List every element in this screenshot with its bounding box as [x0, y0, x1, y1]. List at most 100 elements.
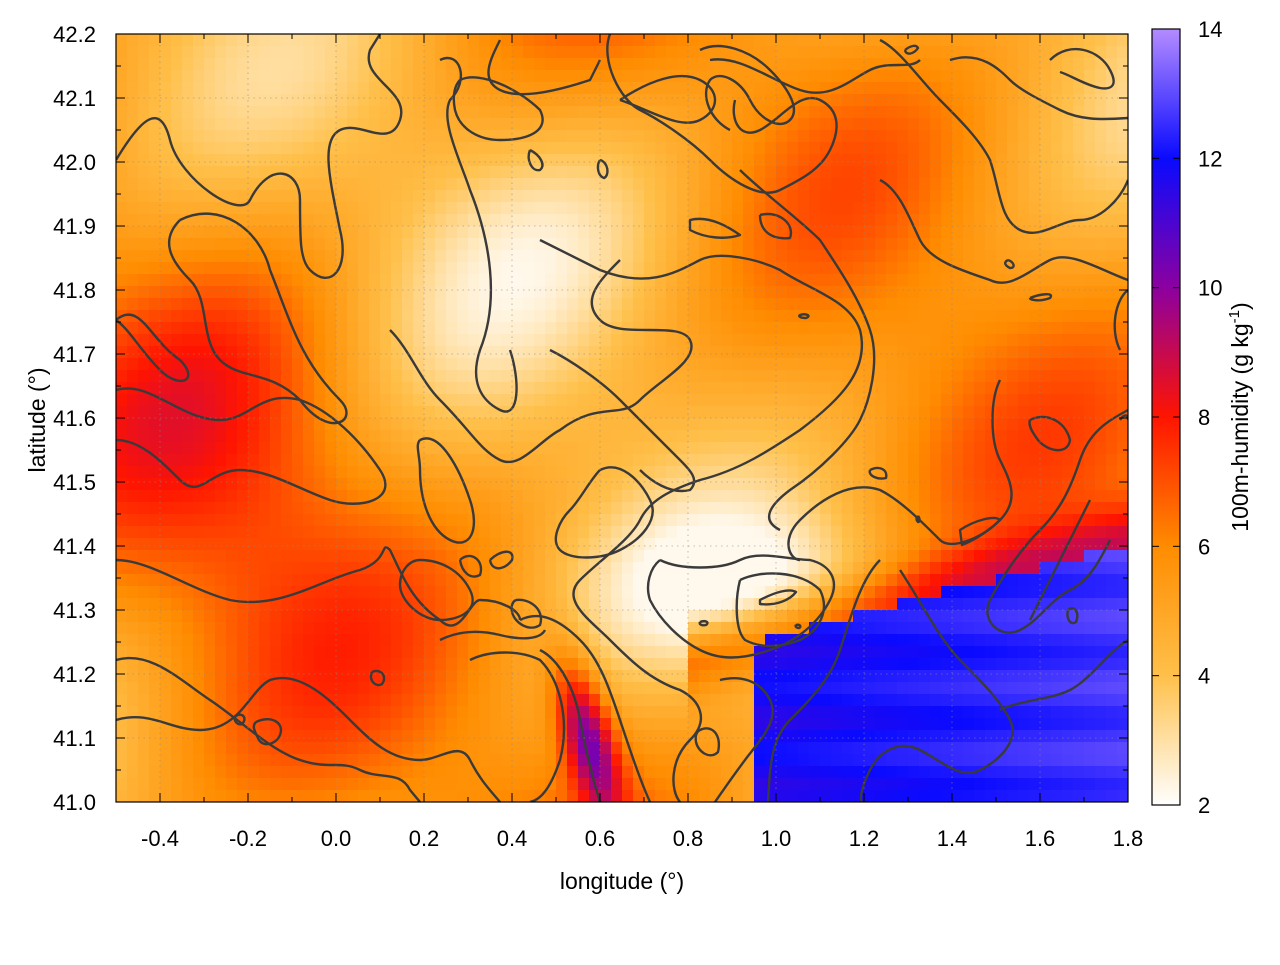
heatmap-cell [215, 202, 227, 215]
heatmap-cell [644, 214, 656, 227]
heatmap-cell [919, 214, 931, 227]
heatmap-cell [402, 166, 414, 179]
heatmap-cell [424, 94, 436, 107]
heatmap-cell [754, 586, 766, 599]
heatmap-cell [963, 82, 975, 95]
heatmap-cell [853, 286, 865, 299]
heatmap-cell [424, 610, 436, 623]
heatmap-cell [941, 334, 953, 347]
heatmap-cell [369, 478, 381, 491]
heatmap-cell [710, 562, 722, 575]
heatmap-cell [237, 118, 249, 131]
heatmap-cell [655, 358, 667, 371]
heatmap-cell [248, 118, 260, 131]
heatmap-cell [204, 58, 216, 71]
heatmap-cell [655, 286, 667, 299]
heatmap-cell [314, 550, 326, 563]
heatmap-cell [556, 286, 568, 299]
heatmap-cell [402, 622, 414, 635]
heatmap-cell [776, 46, 788, 59]
heatmap-cell [116, 670, 128, 683]
heatmap-cell [1073, 178, 1085, 191]
heatmap-cell [1062, 346, 1074, 359]
heatmap-cell [743, 526, 755, 539]
heatmap-cell [204, 46, 216, 59]
heatmap-cell [886, 586, 898, 599]
heatmap-cell [303, 286, 315, 299]
heatmap-cell [897, 418, 909, 431]
heatmap-cell [754, 142, 766, 155]
heatmap-cell [721, 154, 733, 167]
heatmap-cell [567, 142, 579, 155]
heatmap-cell [743, 106, 755, 119]
heatmap-cell [479, 202, 491, 215]
heatmap-cell [149, 646, 161, 659]
heatmap-cell [292, 94, 304, 107]
heatmap-cell [259, 418, 271, 431]
heatmap-cell [578, 226, 590, 239]
heatmap-cell [985, 442, 997, 455]
heatmap-cell [908, 562, 920, 575]
heatmap-cell [710, 322, 722, 335]
heatmap-cell [897, 214, 909, 227]
heatmap-cell [171, 526, 183, 539]
heatmap-cell [1051, 514, 1063, 527]
heatmap-cell [259, 586, 271, 599]
heatmap-cell [468, 226, 480, 239]
heatmap-cell [1040, 106, 1052, 119]
heatmap-cell [721, 586, 733, 599]
heatmap-cell [270, 382, 282, 395]
heatmap-cell [1040, 178, 1052, 191]
heatmap-cell [270, 430, 282, 443]
heatmap-cell [1029, 82, 1041, 95]
heatmap-cell [149, 154, 161, 167]
heatmap-cell [611, 634, 623, 647]
heatmap-cell [237, 70, 249, 83]
heatmap-cell [149, 610, 161, 623]
heatmap-cell [974, 262, 986, 275]
heatmap-cell [193, 34, 205, 47]
heatmap-cell [160, 202, 172, 215]
heatmap-cell [226, 430, 238, 443]
heatmap-cell [1117, 670, 1128, 683]
heatmap-cell [127, 514, 139, 527]
heatmap-cell [413, 682, 425, 695]
heatmap-cell [941, 382, 953, 395]
heatmap-cell [721, 82, 733, 95]
heatmap-cell [930, 598, 942, 611]
heatmap-cell [919, 106, 931, 119]
heatmap-cell [479, 286, 491, 299]
heatmap-cell [1073, 262, 1085, 275]
heatmap-cell [1040, 58, 1052, 71]
heatmap-cell [875, 106, 887, 119]
heatmap-cell [215, 238, 227, 251]
heatmap-cell [446, 478, 458, 491]
heatmap-cell [490, 226, 502, 239]
heatmap-cell [512, 382, 524, 395]
heatmap-cell [1051, 58, 1063, 71]
heatmap-cell [292, 550, 304, 563]
heatmap-cell [1073, 502, 1085, 515]
heatmap-cell [512, 478, 524, 491]
heatmap-cell [127, 262, 139, 275]
heatmap-cell [897, 166, 909, 179]
heatmap-cell [787, 466, 799, 479]
heatmap-cell [127, 202, 139, 215]
heatmap-cell [457, 214, 469, 227]
heatmap-cell [985, 394, 997, 407]
heatmap-cell [798, 622, 810, 635]
heatmap-cell [611, 106, 623, 119]
heatmap-cell [908, 334, 920, 347]
heatmap-cell [413, 286, 425, 299]
heatmap-cell [666, 658, 678, 671]
heatmap-cell [127, 658, 139, 671]
heatmap-cell [963, 610, 975, 623]
heatmap-cell [1095, 634, 1107, 647]
heatmap-cell [380, 370, 392, 383]
heatmap-cell [545, 370, 557, 383]
heatmap-cell [1095, 130, 1107, 143]
heatmap-cell [1029, 202, 1041, 215]
heatmap-cell [534, 538, 546, 551]
heatmap-cell [1007, 550, 1019, 563]
heatmap-cell [842, 130, 854, 143]
